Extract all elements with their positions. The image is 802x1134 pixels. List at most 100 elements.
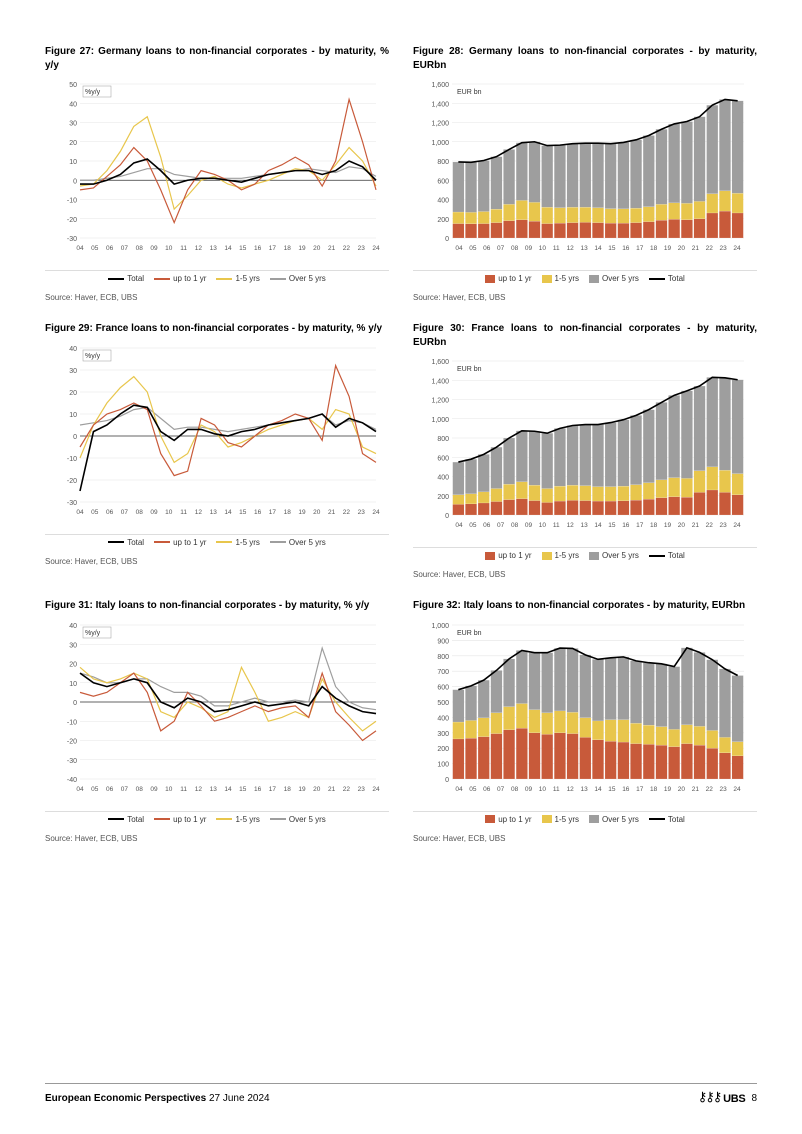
svg-text:-30: -30 xyxy=(67,757,77,764)
svg-text:22: 22 xyxy=(706,245,714,252)
svg-text:-20: -20 xyxy=(67,478,77,485)
svg-text:40: 40 xyxy=(69,623,77,630)
svg-text:11: 11 xyxy=(180,509,187,516)
svg-text:22: 22 xyxy=(343,509,351,516)
svg-text:18: 18 xyxy=(284,509,292,516)
svg-text:06: 06 xyxy=(483,522,491,529)
fig27-source: Source: Haver, ECB, UBS xyxy=(45,293,389,302)
svg-text:14: 14 xyxy=(594,245,602,252)
svg-text:200: 200 xyxy=(437,217,449,224)
svg-text:06: 06 xyxy=(106,786,114,793)
svg-text:22: 22 xyxy=(706,522,714,529)
svg-text:10: 10 xyxy=(539,522,547,529)
svg-text:%y/y: %y/y xyxy=(85,353,101,360)
svg-text:19: 19 xyxy=(298,509,306,516)
svg-text:1,000: 1,000 xyxy=(431,140,449,147)
svg-text:07: 07 xyxy=(497,786,505,793)
page-footer: European Economic Perspectives 27 June 2… xyxy=(45,1083,757,1106)
svg-text:20: 20 xyxy=(313,786,321,793)
fig32-chart: 01002003004005006007008009001,000EUR bn0… xyxy=(413,619,757,809)
fig31-cell: Figure 31: Italy loans to non-financial … xyxy=(45,599,389,855)
svg-text:24: 24 xyxy=(372,786,380,793)
svg-text:40: 40 xyxy=(69,101,77,108)
svg-text:04: 04 xyxy=(76,786,84,793)
svg-text:19: 19 xyxy=(664,786,672,793)
svg-text:09: 09 xyxy=(525,522,533,529)
svg-text:800: 800 xyxy=(437,653,449,660)
svg-text:1,600: 1,600 xyxy=(431,359,449,366)
svg-text:0: 0 xyxy=(73,700,77,707)
svg-text:%y/y: %y/y xyxy=(85,630,101,637)
svg-text:04: 04 xyxy=(76,245,84,252)
fig29-chart: -30-20-10010203040%y/y040506070809101112… xyxy=(45,342,389,532)
svg-text:14: 14 xyxy=(224,245,232,252)
svg-text:50: 50 xyxy=(69,82,77,89)
svg-text:-10: -10 xyxy=(67,719,77,726)
ubs-logo: ⚷⚷⚷ UBS xyxy=(698,1090,746,1106)
svg-text:22: 22 xyxy=(343,245,351,252)
fig28-chart: 02004006008001,0001,2001,4001,600EUR bn0… xyxy=(413,78,757,268)
chart-legend: Totalup to 1 yr1-5 yrsOver 5 yrs xyxy=(45,534,389,547)
svg-text:07: 07 xyxy=(121,509,129,516)
svg-text:1,000: 1,000 xyxy=(431,623,449,630)
svg-text:17: 17 xyxy=(269,245,277,252)
page-number: 8 xyxy=(751,1093,757,1104)
svg-text:1,400: 1,400 xyxy=(431,101,449,108)
svg-text:15: 15 xyxy=(239,509,247,516)
fig29-title: Figure 29: France loans to non-financial… xyxy=(45,322,389,336)
fig28-title: Figure 28: Germany loans to non-financia… xyxy=(413,45,757,72)
svg-text:10: 10 xyxy=(165,509,173,516)
svg-text:-20: -20 xyxy=(67,217,77,224)
svg-text:21: 21 xyxy=(328,509,336,516)
fig28-source: Source: Haver, ECB, UBS xyxy=(413,293,757,302)
svg-text:0: 0 xyxy=(445,777,449,784)
svg-text:14: 14 xyxy=(594,786,602,793)
svg-text:15: 15 xyxy=(608,522,616,529)
svg-text:12: 12 xyxy=(195,786,203,793)
svg-text:400: 400 xyxy=(437,198,449,205)
svg-text:23: 23 xyxy=(720,522,728,529)
svg-text:07: 07 xyxy=(497,522,505,529)
svg-text:12: 12 xyxy=(567,245,575,252)
svg-text:40: 40 xyxy=(69,346,77,353)
footer-right: ⚷⚷⚷ UBS 8 xyxy=(698,1090,757,1106)
fig29-source: Source: Haver, ECB, UBS xyxy=(45,557,389,566)
svg-text:15: 15 xyxy=(608,245,616,252)
svg-text:19: 19 xyxy=(664,245,672,252)
svg-text:600: 600 xyxy=(437,178,449,185)
svg-text:0: 0 xyxy=(73,178,77,185)
svg-text:20: 20 xyxy=(313,245,321,252)
svg-text:400: 400 xyxy=(437,715,449,722)
svg-text:15: 15 xyxy=(239,786,247,793)
fig30-cell: Figure 30: France loans to non-financial… xyxy=(413,322,757,591)
svg-text:17: 17 xyxy=(269,509,277,516)
svg-text:05: 05 xyxy=(91,245,99,252)
svg-text:08: 08 xyxy=(511,245,519,252)
svg-text:10: 10 xyxy=(69,680,77,687)
svg-text:23: 23 xyxy=(358,786,366,793)
svg-text:05: 05 xyxy=(469,522,477,529)
svg-text:13: 13 xyxy=(210,786,218,793)
svg-text:09: 09 xyxy=(150,245,158,252)
svg-text:13: 13 xyxy=(580,786,588,793)
svg-text:24: 24 xyxy=(372,245,380,252)
svg-text:EUR bn: EUR bn xyxy=(457,630,482,637)
svg-text:600: 600 xyxy=(437,455,449,462)
fig28-cell: Figure 28: Germany loans to non-financia… xyxy=(413,45,757,314)
svg-text:1,200: 1,200 xyxy=(431,121,449,128)
svg-text:13: 13 xyxy=(580,245,588,252)
svg-text:18: 18 xyxy=(284,786,292,793)
svg-text:24: 24 xyxy=(733,522,741,529)
svg-text:11: 11 xyxy=(180,786,187,793)
svg-text:08: 08 xyxy=(136,245,144,252)
svg-text:17: 17 xyxy=(269,786,277,793)
svg-text:09: 09 xyxy=(150,786,158,793)
svg-text:12: 12 xyxy=(195,245,203,252)
svg-text:11: 11 xyxy=(180,245,187,252)
svg-text:14: 14 xyxy=(224,509,232,516)
svg-text:22: 22 xyxy=(343,786,351,793)
svg-text:-40: -40 xyxy=(67,777,77,784)
fig31-chart: -40-30-20-10010203040%y/y040506070809101… xyxy=(45,619,389,809)
svg-text:21: 21 xyxy=(692,786,700,793)
svg-text:08: 08 xyxy=(136,509,144,516)
